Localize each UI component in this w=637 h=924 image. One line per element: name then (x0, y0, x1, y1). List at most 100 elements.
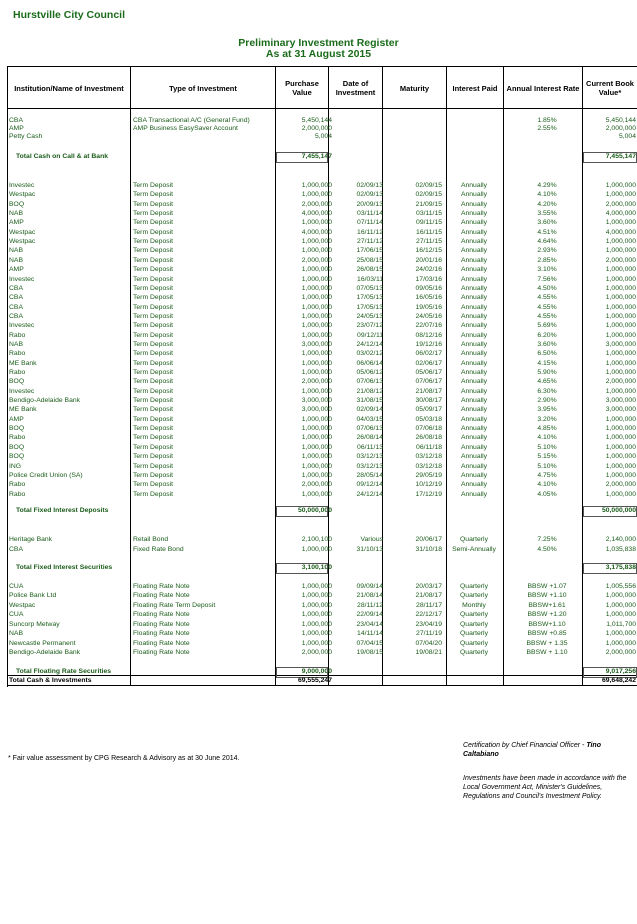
cell-ip: Annually (460, 275, 488, 283)
cell-cbv: 1,000,000 (605, 434, 636, 442)
total-label: Total Fixed Interest Deposits (16, 507, 109, 514)
cell-cbv: 1,000,000 (605, 294, 636, 302)
table-row: CBA CBA Transactional A/C (General Fund) 5… (8, 116, 637, 125)
cell-type: Term Deposit (133, 481, 174, 489)
cell-cbv: 1,000,000 (605, 331, 636, 339)
table-row: BOQ Term Deposit 2,000,000 07/06/13 07/06/17… (8, 377, 637, 386)
cell-pv: 5,004 (314, 133, 332, 141)
total-box (583, 506, 637, 517)
cell-air: 2.85% (537, 256, 557, 264)
table-row: Westpac Floating Rate Term Deposit 1,000,0… (8, 601, 637, 610)
cell-air: 5.15% (537, 453, 557, 461)
cell-ip: Annually (460, 359, 488, 367)
cell-type: Term Deposit (133, 256, 174, 264)
cell-cbv: 5,450,144 (605, 117, 636, 124)
cell-air: 4.65% (537, 378, 557, 386)
cell-type: Term Deposit (133, 331, 174, 339)
subtotal-row: Total Fixed Interest Securities 3,100,100… (8, 563, 637, 572)
cell-pv: 5,450,144 (301, 117, 332, 124)
cell-ip: Annually (460, 443, 488, 451)
cell-mat: 22/07/16 (415, 322, 442, 330)
cell-ip: Annually (460, 294, 488, 302)
cell-type: Term Deposit (133, 210, 174, 218)
cell-inst: AMP (9, 415, 24, 423)
table-row: Rabo Term Deposit 1,000,000 03/02/12 06/02/1… (8, 349, 637, 358)
certification-name: Tino Caltabiano (463, 742, 601, 758)
table-row: AMP AMP Business EasySaver Account 2,000,0… (8, 124, 637, 133)
cell-mat: 03/12/18 (415, 453, 442, 461)
cell-cbv: 1,000,000 (605, 275, 636, 283)
cell-air: 4.55% (537, 303, 557, 311)
cell-mat: 16/12/15 (415, 247, 442, 255)
cell-cbv: 1,000,000 (605, 453, 636, 461)
cell-inst: BOQ (9, 378, 25, 386)
table-row: NAB Floating Rate Note 1,000,000 14/11/14 27… (8, 629, 637, 638)
total-cbv: 3,175,838 (605, 564, 636, 571)
total-pv: 9,000,000 (301, 668, 332, 675)
report-title: Preliminary Investment Register (238, 37, 399, 49)
table-row: Rabo Term Deposit 2,000,000 09/12/14 10/12/1… (8, 480, 637, 489)
cell-cbv: 1,000,000 (605, 350, 636, 358)
total-cbv: 9,017,256 (605, 668, 636, 675)
cell-ip: Annually (460, 369, 488, 376)
council-name: Hurstville City Council (13, 9, 126, 21)
cell-cbv: 1,000,000 (605, 359, 636, 367)
cell-di: 17/05/13 (356, 303, 383, 311)
cell-di: 23/04/14 (356, 620, 383, 628)
cell-ip: Annually (460, 219, 488, 227)
grand-total-row: Total Cash & Investments 69,555,247 69,648… (8, 676, 637, 685)
total-cbv: 7,455,147 (605, 153, 636, 160)
cell-type: Term Deposit (133, 303, 174, 311)
cell-inst: Investec (9, 322, 35, 330)
table-row: BOQ Term Deposit 1,000,000 07/06/13 07/06/18… (8, 424, 637, 433)
cell-inst: NAB (9, 340, 23, 348)
cell-inst: Rabo (9, 481, 26, 489)
register-table (7, 66, 637, 687)
total-label: Total Cash & Investments (9, 677, 92, 684)
table-row: Rabo Term Deposit 1,000,000 05/06/12 05/06/1… (8, 368, 637, 377)
table-row: CUA Floating Rate Note 1,000,000 22/09/14 22… (8, 610, 637, 619)
cell-inst: Rabo (9, 490, 26, 498)
cell-cbv: 3,000,000 (605, 397, 636, 405)
table-row: BOQ Term Deposit 1,000,000 06/11/13 06/11/18… (8, 443, 637, 452)
cell-inst: Westpac (9, 238, 36, 246)
cell-ip: Annually (460, 387, 488, 395)
cell-pv: 1,000,000 (301, 462, 332, 470)
cell-air: 3.20% (537, 415, 557, 423)
cell-di: 26/08/15 (356, 266, 383, 274)
cell-di: 03/12/13 (356, 462, 383, 470)
cell-ip: Annually (460, 256, 488, 264)
cell-mat: 08/12/16 (415, 331, 442, 339)
cell-inst: ME Bank (9, 406, 37, 414)
cell-air: 3.95% (537, 406, 557, 414)
cell-mat: 21/08/17 (415, 387, 442, 395)
cell-inst: Newcastle Permanent (9, 639, 76, 647)
cell-pv: 2,000,000 (301, 649, 332, 657)
cell-air: 2.55% (537, 125, 557, 133)
cell-ip: Annually (460, 247, 488, 255)
cell-inst: Suncorp Metway (9, 620, 60, 628)
total-box (583, 152, 637, 163)
cell-mat: 23/04/19 (415, 620, 442, 628)
cell-type: Term Deposit (133, 387, 174, 395)
cell-type: Floating Rate Note (133, 639, 190, 647)
cell-cbv: 1,000,000 (605, 266, 636, 274)
cell-di: 07/06/13 (356, 378, 383, 386)
report-date: As at 31 August 2015 (265, 48, 372, 60)
cell-di: 22/09/14 (356, 611, 383, 619)
cell-type: Term Deposit (133, 369, 174, 376)
cell-ip: Annually (460, 415, 488, 423)
cell-di: 02/09/14 (356, 406, 383, 414)
cell-di: 28/05/14 (356, 471, 383, 479)
table-row: CBA Fixed Rate Bond 1,000,000 31/10/13 31/10… (8, 545, 637, 554)
cell-pv: 1,000,000 (301, 592, 332, 600)
cell-ip: Quarterly (460, 649, 488, 657)
table-row: Newcastle Permanent Floating Rate Note 1,0… (8, 639, 637, 648)
cell-inst: Heritage Bank (9, 536, 53, 543)
cell-di: 07/04/15 (356, 639, 383, 647)
cell-di: 02/09/13 (356, 191, 383, 199)
cell-mat: 27/11/15 (416, 238, 442, 246)
cell-pv: 1,000,000 (301, 359, 332, 367)
table-row: Bendigo-Adelaide Bank Floating Rate Note 2… (8, 648, 637, 657)
total-pv: 7,455,147 (301, 153, 332, 160)
